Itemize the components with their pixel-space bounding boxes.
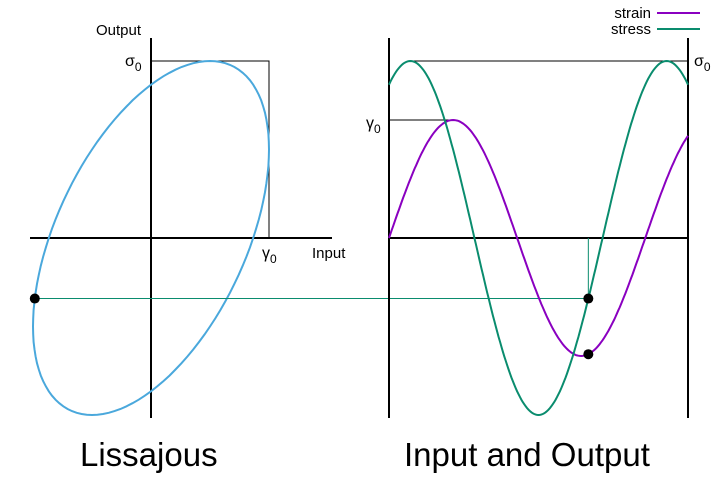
- legend-stress-label: stress: [611, 21, 651, 38]
- sigma0-label-left: σ0: [125, 53, 142, 74]
- gamma-subscript: 0: [270, 252, 277, 266]
- sigma-subscript: 0: [135, 60, 142, 74]
- input-output-caption: Input and Output: [404, 436, 650, 474]
- stress-point: [583, 294, 593, 304]
- legend: strain stress: [611, 5, 700, 38]
- gamma-symbol: γ: [262, 245, 270, 262]
- output-axis-label: Output: [96, 22, 142, 39]
- sigma-guide-line: [151, 61, 269, 238]
- sigma-symbol: σ: [694, 53, 704, 70]
- lissajous-point: [30, 294, 40, 304]
- legend-strain-label: strain: [614, 5, 651, 22]
- gamma0-label-left: γ0: [262, 245, 277, 266]
- input-axis-label: Input: [312, 245, 346, 262]
- gamma-symbol: γ: [366, 115, 374, 132]
- sigma-subscript: 0: [704, 60, 711, 74]
- sigma0-label-right: σ0: [694, 53, 711, 74]
- strain-point: [583, 349, 593, 359]
- sigma-symbol: σ: [125, 53, 135, 70]
- lissajous-caption: Lissajous: [80, 436, 218, 474]
- waves-panel: γ0 σ0 strain stress: [366, 5, 711, 418]
- gamma-subscript: 0: [374, 122, 381, 136]
- gamma0-label-right: γ0: [366, 115, 381, 136]
